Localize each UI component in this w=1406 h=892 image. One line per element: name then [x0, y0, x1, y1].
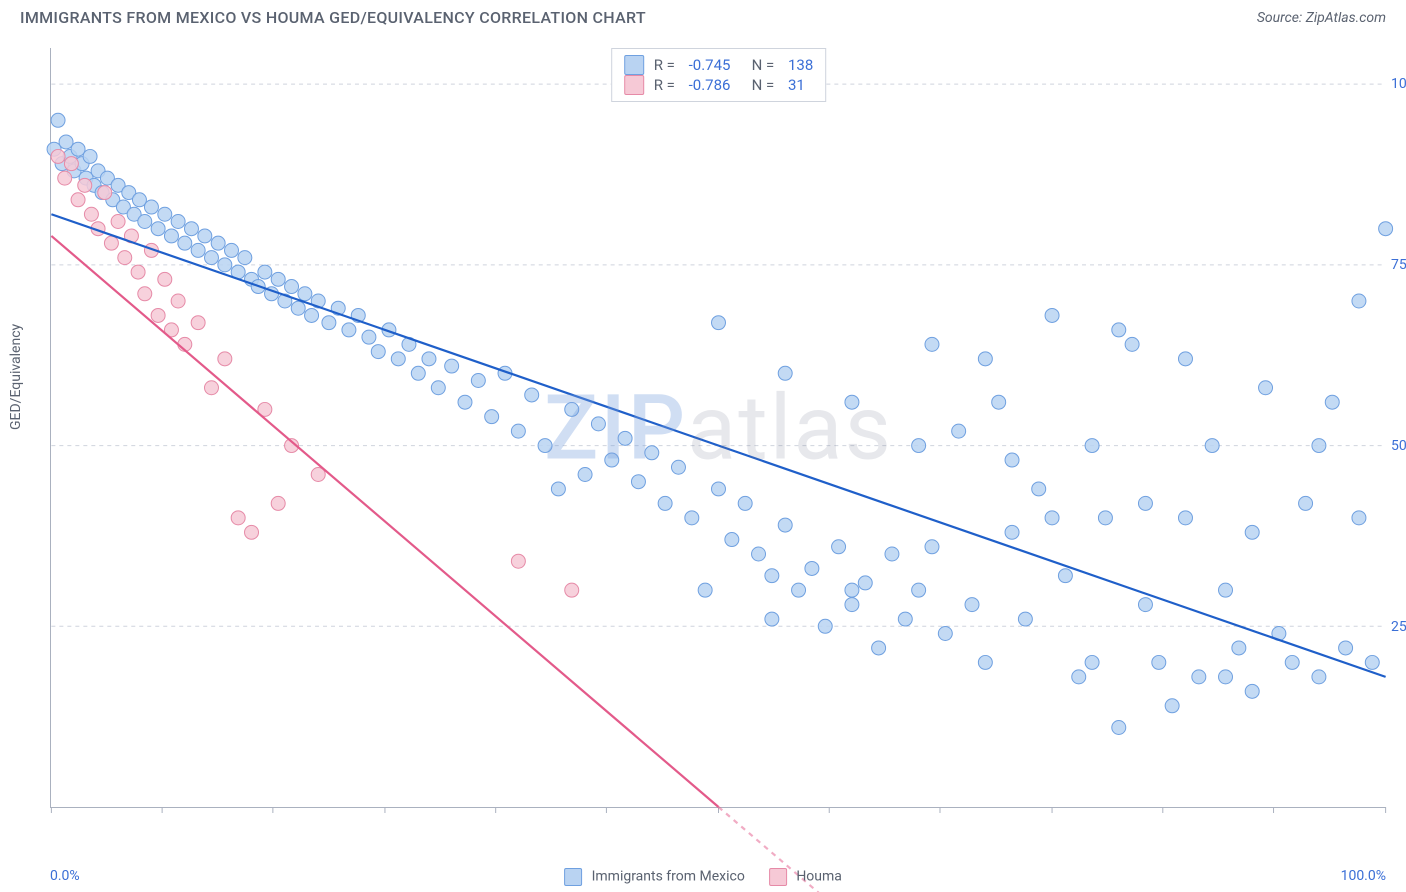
- x-axis-min-label: 0.0%: [50, 868, 80, 884]
- header: IMMIGRANTS FROM MEXICO VS HOUMA GED/EQUI…: [0, 0, 1406, 35]
- legend-label-a: Immigrants from Mexico: [592, 869, 745, 885]
- stats-r-b: -0.786: [689, 76, 731, 94]
- legend-swatch-a: [564, 868, 582, 886]
- stats-row-series-a: R = -0.745 N = 138: [624, 55, 814, 75]
- source-attribution: Source: ZipAtlas.com: [1257, 10, 1386, 26]
- y-tick-label: 75.0%: [1391, 257, 1406, 273]
- plot-area: ZIPatlas R = -0.745 N = 138 R = -0.786 N…: [50, 48, 1386, 808]
- legend-swatch-b: [769, 868, 787, 886]
- chart-title: IMMIGRANTS FROM MEXICO VS HOUMA GED/EQUI…: [20, 8, 646, 27]
- stats-swatch-b: [624, 75, 644, 95]
- legend-item-b: Houma: [769, 868, 842, 886]
- chart-svg: [51, 48, 1386, 807]
- y-tick-label: 25.0%: [1391, 619, 1406, 635]
- x-axis-max-label: 100.0%: [1341, 868, 1386, 884]
- chart-container: IMMIGRANTS FROM MEXICO VS HOUMA GED/EQUI…: [0, 0, 1406, 892]
- y-tick-label: 50.0%: [1391, 438, 1406, 454]
- stats-r-a: -0.745: [689, 56, 731, 74]
- stats-swatch-a: [624, 55, 644, 75]
- stats-n-a: 138: [788, 56, 813, 74]
- y-axis-label: GED/Equivalency: [8, 324, 24, 430]
- bottom-legend: Immigrants from Mexico Houma: [564, 868, 842, 886]
- y-tick-label: 100.0%: [1391, 76, 1406, 92]
- legend-item-a: Immigrants from Mexico: [564, 868, 745, 886]
- stats-n-b: 31: [788, 76, 805, 94]
- correlation-stats-box: R = -0.745 N = 138 R = -0.786 N = 31: [611, 48, 827, 102]
- stats-row-series-b: R = -0.786 N = 31: [624, 75, 814, 95]
- legend-label-b: Houma: [796, 869, 842, 885]
